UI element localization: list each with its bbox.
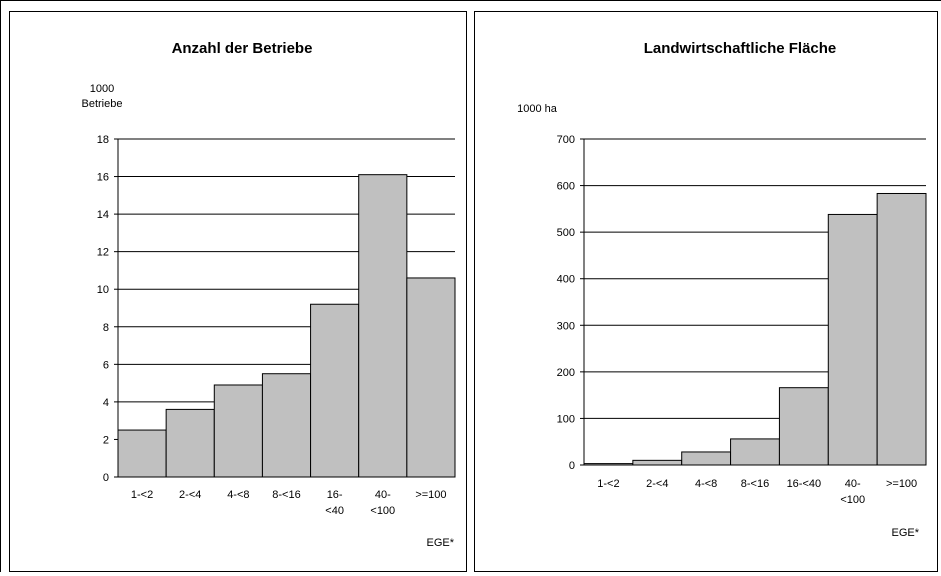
chart-anzahl-betriebe: Anzahl der Betriebe 1000 Betriebe 0 2 4 6 8 10 12… bbox=[82, 40, 456, 549]
y-tick-label: 700 bbox=[557, 134, 575, 146]
x-tick-label: 4-<8 bbox=[695, 478, 717, 490]
bar-4-8 bbox=[681, 451, 732, 466]
y-tick-label: 0 bbox=[103, 472, 109, 484]
bar-16-40 bbox=[310, 303, 360, 478]
x-tick-label: 2-<4 bbox=[179, 489, 201, 501]
y-tick-label: 100 bbox=[557, 413, 575, 425]
page-frame-left bbox=[0, 0, 1, 572]
y-tick-label: 10 bbox=[97, 284, 109, 296]
chart-panel-anzahl-betriebe: Anzahl der Betriebe 1000 Betriebe 0 2 4 6 8 10 12… bbox=[9, 11, 467, 572]
bar-8-16 bbox=[730, 438, 780, 466]
x-tick-label: >=100 bbox=[886, 478, 917, 490]
bar-2-4 bbox=[632, 459, 683, 466]
y-tick-label: 14 bbox=[97, 209, 109, 221]
x-tick-label: <40 bbox=[325, 505, 344, 517]
x-tick-label: 40- bbox=[375, 489, 391, 501]
y-tick-label: 400 bbox=[557, 274, 575, 286]
bar--100 bbox=[876, 192, 927, 466]
x-axis-label: EGE* bbox=[426, 537, 454, 549]
x-axis-label: EGE* bbox=[891, 527, 919, 539]
page-frame-top bbox=[0, 0, 941, 1]
x-tick-label: 16- bbox=[327, 489, 343, 501]
y-tick-label: 2 bbox=[103, 434, 109, 446]
bar-40-100 bbox=[827, 213, 878, 466]
x-tick-label: 40- bbox=[845, 478, 861, 490]
x-tick-label: 1-<2 bbox=[597, 478, 619, 490]
y-tick-label: 200 bbox=[557, 367, 575, 379]
chart-panel-landwirtschaftliche-flaeche: Landwirtschaftliche Fläche 1000 ha 0 100 200… bbox=[474, 11, 938, 572]
bar-16-40 bbox=[778, 387, 829, 466]
bar-4-8 bbox=[213, 384, 263, 478]
chart-title: Landwirtschaftliche Fläche bbox=[644, 40, 837, 57]
bar--100 bbox=[406, 277, 456, 478]
y-tick-label: 8 bbox=[103, 322, 109, 334]
x-tick-label: <100 bbox=[370, 505, 395, 517]
y-tick-label: 4 bbox=[103, 397, 109, 409]
bar-40-100 bbox=[358, 174, 408, 478]
x-tick-label: 4-<8 bbox=[227, 489, 249, 501]
x-tick-label: 8-<16 bbox=[741, 478, 769, 490]
x-tick-label: 16-<40 bbox=[787, 478, 822, 490]
y-tick-label: 12 bbox=[97, 247, 109, 259]
y-tick-label: 16 bbox=[97, 172, 109, 184]
y-axis-unit-label: 1000 ha bbox=[517, 103, 558, 115]
x-tick-label: 1-<2 bbox=[131, 489, 153, 501]
y-tick-label: 300 bbox=[557, 320, 575, 332]
bar-2-4 bbox=[165, 408, 215, 478]
x-tick-label: 2-<4 bbox=[646, 478, 668, 490]
y-axis-unit-label: Betriebe bbox=[82, 98, 123, 110]
y-tick-label: 0 bbox=[569, 460, 575, 472]
y-tick-label: 6 bbox=[103, 359, 109, 371]
y-axis-unit-label: 1000 bbox=[90, 83, 114, 95]
y-tick-label: 600 bbox=[557, 181, 575, 193]
chart-landwirtschaftliche-flaeche: Landwirtschaftliche Fläche 1000 ha 0 100 200… bbox=[517, 40, 927, 539]
bar-8-16 bbox=[261, 373, 312, 478]
x-tick-label: 8-<16 bbox=[272, 489, 300, 501]
y-tick-label: 500 bbox=[557, 227, 575, 239]
chart-title: Anzahl der Betriebe bbox=[172, 40, 313, 57]
x-tick-label: <100 bbox=[840, 494, 865, 506]
y-tick-label: 18 bbox=[97, 134, 109, 146]
bar-1-2 bbox=[117, 429, 167, 478]
x-tick-label: >=100 bbox=[415, 489, 446, 501]
